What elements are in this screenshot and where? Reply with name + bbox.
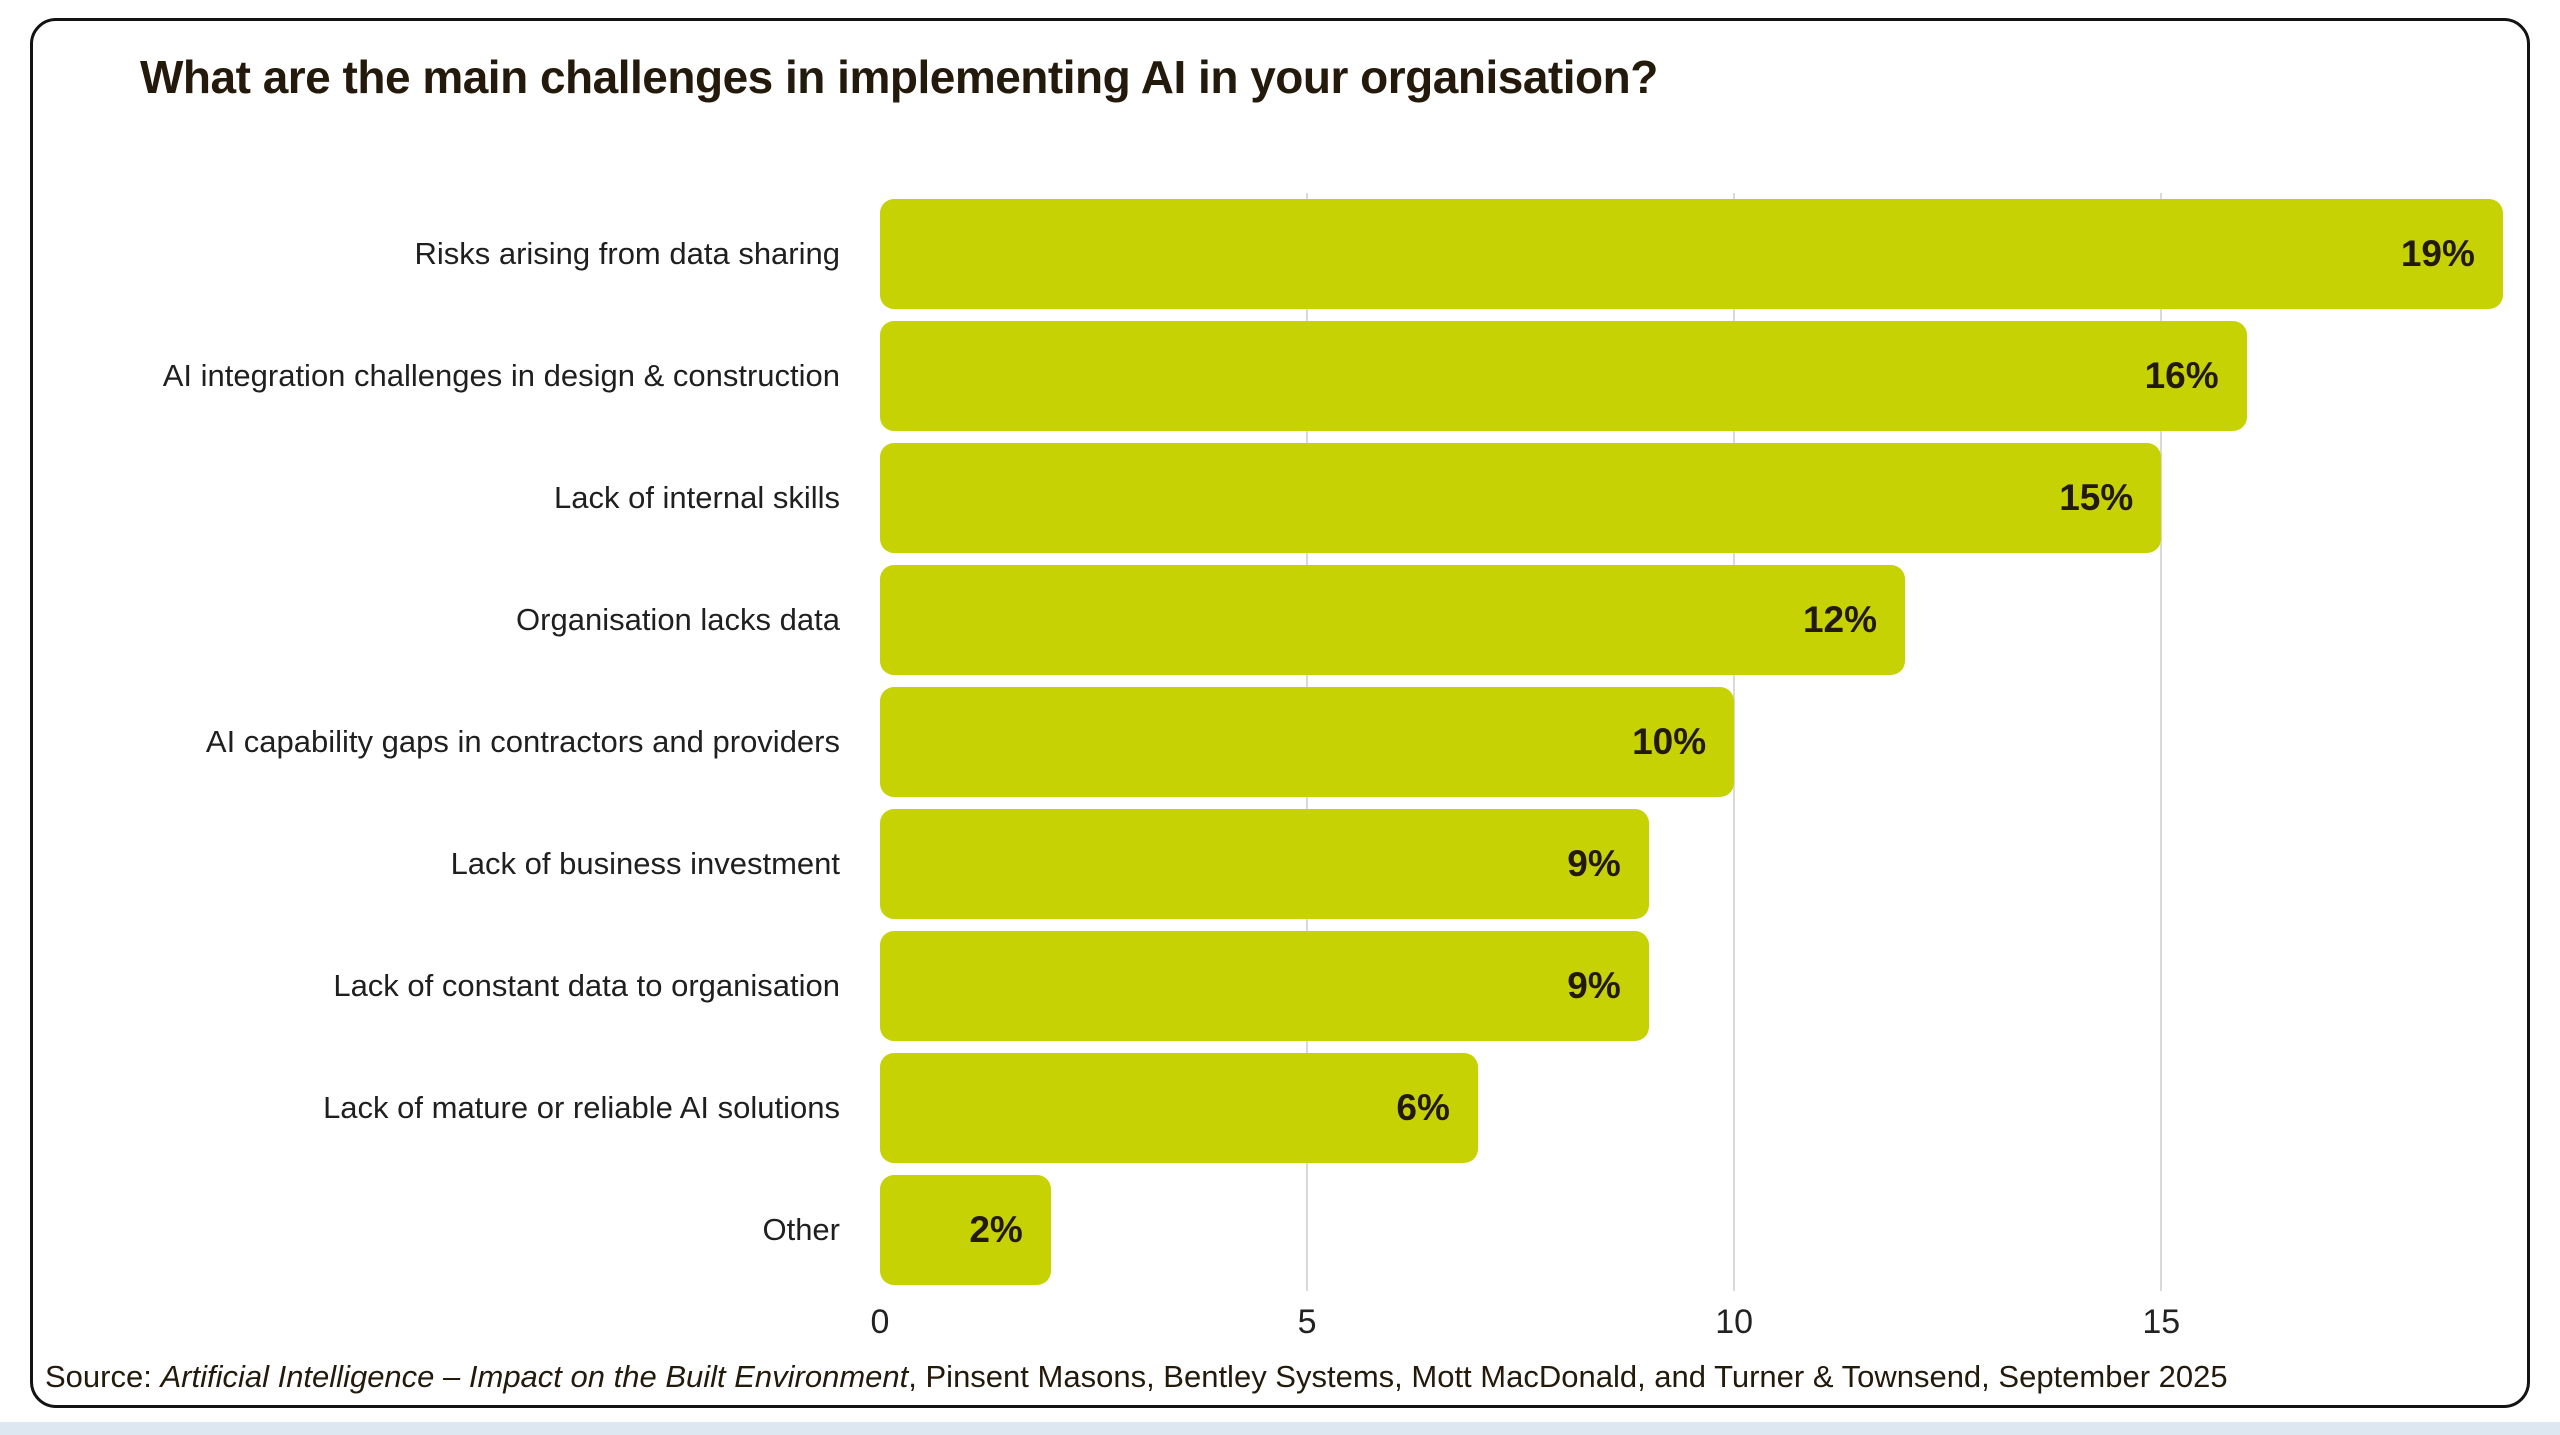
source-line: Source: Artificial Intelligence – Impact… [45, 1359, 2515, 1395]
bar-9: 2% [880, 1175, 1051, 1285]
chart-card: What are the main challenges in implemen… [30, 18, 2530, 1408]
category-labels: Risks arising from data sharing AI integr… [33, 193, 860, 1291]
bar-4: 12% [880, 565, 1905, 675]
category-label: Lack of constant data to organisation [333, 968, 840, 1003]
plot-area: 19% 16% 15% 12% 10% 9% 9% 6% 2% [880, 193, 2520, 1291]
source-suffix: , Pinsent Masons, Bentley Systems, Mott … [908, 1359, 2228, 1394]
bar-3: 15% [880, 443, 2162, 553]
source-prefix: Source: [45, 1359, 161, 1394]
x-tick-10: 10 [1715, 1303, 1754, 1341]
bar-7: 9% [880, 931, 1649, 1041]
bar-value-label: 16% [2144, 355, 2219, 396]
category-label: Organisation lacks data [516, 602, 840, 637]
category-label: AI capability gaps in contractors and pr… [205, 724, 840, 759]
bar-value-label: 2% [969, 1209, 1023, 1250]
bar-8: 6% [880, 1053, 1478, 1163]
gridline-10 [1733, 193, 1736, 1291]
bottom-strip [0, 1422, 2560, 1435]
category-label: Lack of mature or reliable AI solutions [323, 1090, 840, 1125]
gridline-15 [2160, 193, 2163, 1291]
bar-value-label: 10% [1632, 721, 1707, 762]
category-label: AI integration challenges in design & co… [162, 358, 840, 393]
category-label: Other [762, 1212, 840, 1247]
bar-2: 16% [880, 321, 2247, 431]
category-label: Risks arising from data sharing [414, 236, 840, 271]
bar-value-label: 9% [1567, 843, 1621, 884]
x-tick-5: 5 [1297, 1303, 1317, 1341]
chart-title: What are the main challenges in implemen… [140, 51, 1658, 103]
bar-value-label: 15% [2059, 477, 2134, 518]
bar-value-label: 9% [1567, 965, 1621, 1006]
bar-5: 10% [880, 687, 1735, 797]
bar-6: 9% [880, 809, 1649, 919]
bar-value-label: 12% [1802, 599, 1877, 640]
x-axis: 0 5 10 15 [871, 1303, 2520, 1353]
category-label: Lack of internal skills [553, 480, 840, 515]
x-tick-15: 15 [2142, 1303, 2181, 1341]
bar-value-label: 6% [1396, 1087, 1450, 1128]
source-report-title: Artificial Intelligence – Impact on the … [160, 1359, 909, 1394]
bar-value-label: 19% [2400, 233, 2475, 274]
category-label: Lack of business investment [450, 846, 840, 881]
x-tick-0: 0 [870, 1303, 890, 1341]
bar-1: 19% [880, 199, 2503, 309]
